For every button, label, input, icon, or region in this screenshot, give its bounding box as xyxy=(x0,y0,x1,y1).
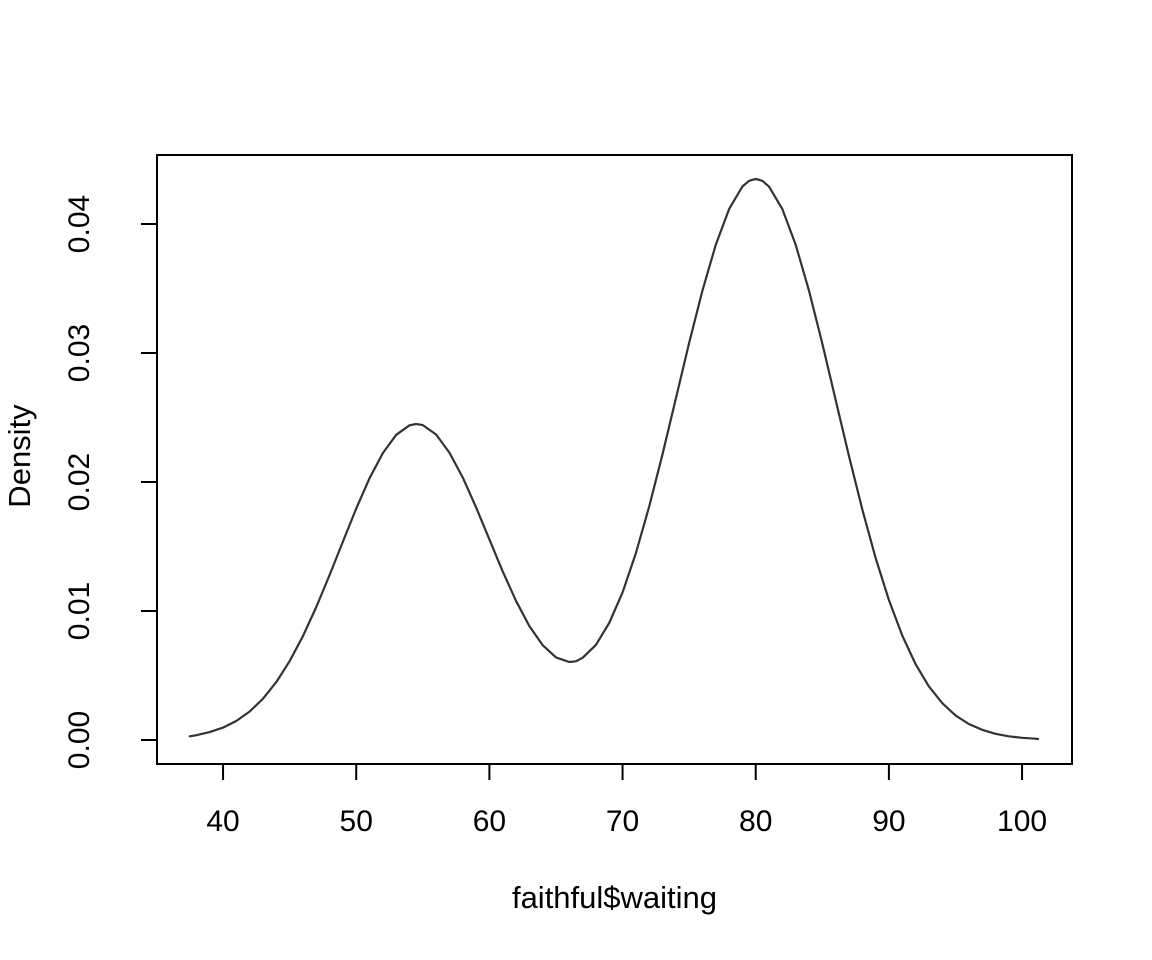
x-axis-tick-label: 80 xyxy=(739,805,772,838)
y-axis-tick-label: 0.01 xyxy=(63,582,96,640)
x-axis-tick-label: 90 xyxy=(872,805,905,838)
x-axis-tick-label: 40 xyxy=(206,805,239,838)
y-axis-tick-label: 0.00 xyxy=(63,711,96,769)
x-axis-tick-label: 50 xyxy=(340,805,373,838)
y-axis-tick-label: 0.04 xyxy=(63,195,96,253)
x-axis-tick-label: 60 xyxy=(473,805,506,838)
y-axis-label: Density xyxy=(2,404,37,508)
density-curve xyxy=(188,177,1040,741)
y-axis-tick-label: 0.02 xyxy=(63,453,96,511)
x-axis-label: faithful$waiting xyxy=(512,880,717,915)
plot-border xyxy=(156,154,1073,765)
y-axis-tick-label: 0.03 xyxy=(63,324,96,382)
x-axis-tick-label: 70 xyxy=(606,805,639,838)
x-axis-tick-label: 100 xyxy=(997,805,1047,838)
